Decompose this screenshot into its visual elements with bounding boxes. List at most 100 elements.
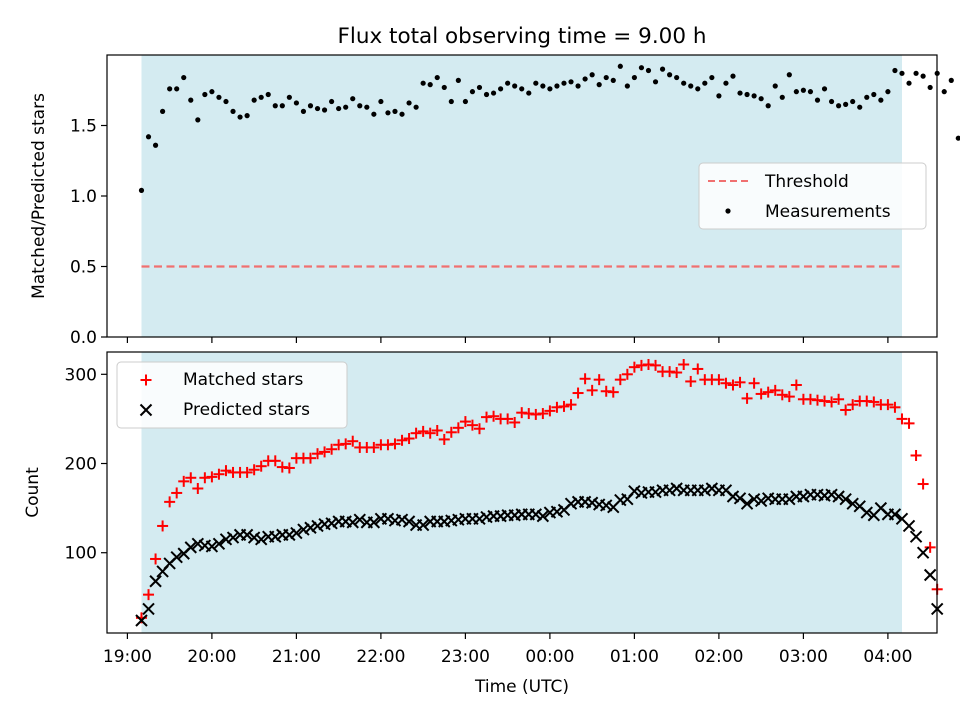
matched-star-marker	[452, 422, 464, 434]
predicted-star-marker	[600, 499, 613, 512]
measurement-point	[744, 91, 750, 98]
measurement-point	[927, 84, 933, 91]
ratio-legend-box	[698, 162, 927, 230]
legend-threshold-label: Threshold	[764, 172, 849, 192]
measurement-point	[568, 79, 574, 85]
measurement-point	[786, 72, 792, 78]
matched-star-marker	[621, 368, 633, 380]
measurement-point	[575, 83, 581, 89]
measurement-point	[850, 98, 856, 105]
count-y-tick-label: 300	[65, 365, 97, 385]
measurement-point	[251, 97, 257, 103]
measurement-point	[265, 91, 271, 98]
matched-star-marker	[509, 416, 521, 428]
measurement-point	[371, 111, 377, 117]
predicted-star-marker	[747, 492, 761, 506]
measurement-point	[244, 113, 250, 119]
measurement-point	[836, 103, 842, 109]
count-x-tick-label: 03:00	[779, 647, 828, 667]
count-x-ticks: 19:00 20:00 21:00 22:00 23:00 00:00 01:00 02:00…	[103, 633, 912, 667]
measurement-point	[343, 104, 349, 110]
predicted-star-marker	[416, 518, 430, 532]
legend-predicted-swatch	[139, 403, 153, 417]
matched-star-marker	[565, 399, 577, 411]
matched-star-marker	[410, 427, 422, 439]
measurement-point	[695, 86, 701, 92]
measurement-point	[223, 98, 229, 105]
matched-star-marker	[692, 363, 704, 375]
measurement-point	[624, 83, 630, 89]
matched-star-marker	[917, 478, 929, 490]
predicted-star-marker	[205, 540, 219, 553]
matched-star-marker	[417, 425, 429, 437]
measurement-point	[441, 84, 447, 91]
predicted-star-marker	[754, 494, 768, 508]
matched-star-marker	[445, 426, 457, 438]
matched-star-marker	[558, 400, 570, 412]
count-x-tick-label: 01:00	[610, 647, 659, 667]
count-legend-box	[116, 361, 348, 429]
matched-star-marker	[438, 433, 450, 445]
matched-star-marker	[389, 438, 401, 450]
measurement-point	[730, 73, 736, 79]
matched-star-marker	[326, 443, 338, 455]
measurement-point	[948, 77, 954, 83]
measurement-point	[448, 98, 454, 105]
matched-star-marker	[304, 452, 316, 464]
matched-star-marker	[755, 388, 767, 400]
measurement-point	[814, 97, 821, 103]
measurement-point	[751, 93, 757, 99]
measurement-point	[645, 67, 652, 74]
measurement-point	[145, 134, 152, 140]
predicted-star-marker	[860, 506, 873, 519]
predicted-star-marker	[219, 533, 233, 546]
measurement-point	[526, 90, 532, 96]
measurement-point	[427, 82, 433, 88]
predicted-star-marker	[663, 484, 676, 497]
count-y-tick-label: 100	[65, 544, 97, 564]
matched-star-marker	[143, 589, 155, 601]
predicted-star-marker	[149, 575, 162, 588]
matched-star-marker	[776, 389, 788, 401]
measurement-points	[138, 63, 960, 193]
matched-star-marker	[720, 377, 732, 389]
ratio-y-tick-label: 0.0	[70, 328, 97, 348]
matched-star-marker	[403, 433, 415, 445]
matched-star-marker	[593, 374, 605, 386]
matched-star-marker	[586, 384, 598, 396]
measurement-point	[807, 89, 814, 95]
predicted-star-marker	[367, 516, 381, 529]
matched-star-marker	[727, 379, 739, 391]
measurement-point	[167, 86, 173, 92]
predicted-star-marker	[353, 513, 366, 526]
matched-star-marker	[213, 468, 225, 480]
ratio-y-ticks: 0.0 0.5 1.0 1.5	[70, 117, 107, 348]
legend-predicted-label: Predicted stars	[183, 400, 310, 420]
legend-matched-swatch	[140, 374, 152, 386]
count-x-tick-label: 19:00	[103, 647, 152, 667]
predicted-star-marker	[297, 523, 310, 536]
measurement-point	[779, 94, 785, 100]
matched-star-marker	[340, 438, 352, 450]
matched-star-marker	[896, 413, 908, 425]
predicted-star-marker	[269, 530, 282, 543]
measurement-point	[181, 74, 187, 81]
predicted-star-marker	[536, 509, 550, 523]
predicted-star-marker	[916, 546, 930, 559]
measurement-point	[321, 107, 328, 113]
measurement-point	[434, 74, 440, 81]
ratio-y-tick-label: 1.5	[70, 117, 97, 137]
measurement-point	[392, 108, 398, 114]
measurement-point	[723, 80, 729, 86]
matched-star-marker	[910, 449, 922, 461]
matched-star-marker	[544, 405, 556, 417]
measurement-point	[681, 80, 687, 86]
predicted-star-marker	[240, 528, 254, 542]
measurement-point	[688, 83, 694, 89]
predicted-star-marker	[550, 505, 564, 518]
measurement-point	[286, 94, 292, 100]
predicted-star-marker	[585, 496, 599, 509]
measurement-point	[793, 89, 799, 95]
measurement-point	[230, 108, 236, 114]
matched-star-marker	[579, 373, 591, 385]
